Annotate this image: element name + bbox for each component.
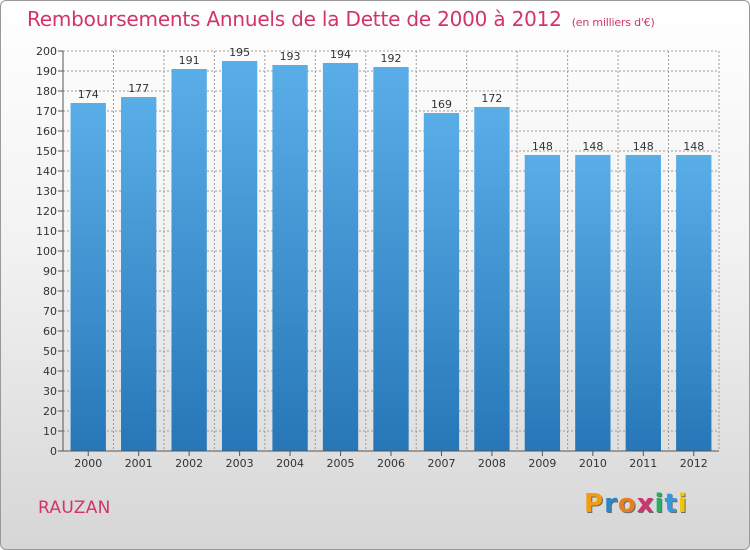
x-tick-label: 2003 bbox=[226, 457, 254, 470]
x-tick-label: 2005 bbox=[327, 457, 355, 470]
x-tick-label: 2008 bbox=[478, 457, 506, 470]
bar-value-label: 177 bbox=[128, 82, 149, 95]
title-text: Remboursements Annuels de la Dette de 20… bbox=[27, 7, 562, 31]
y-tick-label: 190 bbox=[36, 65, 57, 78]
bar bbox=[676, 155, 712, 451]
bar-value-label: 195 bbox=[229, 46, 250, 59]
logo-letter: o bbox=[617, 489, 637, 519]
commune-name: RAUZAN bbox=[38, 498, 111, 518]
y-tick-label: 30 bbox=[43, 385, 57, 398]
y-tick-label: 140 bbox=[36, 165, 57, 178]
y-tick-label: 200 bbox=[36, 45, 57, 58]
y-tick-label: 40 bbox=[43, 365, 57, 378]
bar bbox=[625, 155, 661, 451]
x-tick-label: 2004 bbox=[276, 457, 304, 470]
logo-letter: P bbox=[584, 489, 605, 519]
bars: 174 177 191 195 193 194 192 169 172 148 148 148 148 bbox=[70, 46, 712, 451]
unit-label: (en milliers d'€) bbox=[571, 16, 655, 29]
bar bbox=[322, 63, 359, 451]
bar bbox=[171, 69, 207, 451]
bar bbox=[524, 155, 561, 451]
y-tick-label: 150 bbox=[36, 145, 57, 158]
logo-letter: i bbox=[677, 489, 688, 519]
y-tick-label: 70 bbox=[43, 305, 57, 318]
bar bbox=[121, 97, 157, 451]
axes: 0 10 20 30 40 50 60 70 80 90 100 110 120 130 140 150 160… bbox=[36, 45, 719, 470]
x-tick-label: 2012 bbox=[680, 457, 708, 470]
bar-value-label: 192 bbox=[381, 52, 402, 65]
y-tick-label: 80 bbox=[43, 285, 57, 298]
x-tick-label: 2002 bbox=[175, 457, 203, 470]
y-tick-label: 160 bbox=[36, 125, 57, 138]
bar-value-label: 172 bbox=[481, 92, 502, 105]
x-tick-label: 2007 bbox=[427, 457, 455, 470]
bar bbox=[373, 67, 409, 451]
bar-value-label: 193 bbox=[280, 50, 301, 63]
logo-letter: x bbox=[636, 489, 655, 519]
bar-value-label: 148 bbox=[582, 140, 603, 153]
bar-value-label: 174 bbox=[78, 88, 99, 101]
logo-letter: r bbox=[604, 489, 618, 519]
y-tick-label: 130 bbox=[36, 185, 57, 198]
bar-value-label: 148 bbox=[683, 140, 704, 153]
x-tick-label: 2009 bbox=[528, 457, 556, 470]
bar bbox=[575, 155, 611, 451]
x-tick-label: 2001 bbox=[125, 457, 153, 470]
x-tick-label: 2011 bbox=[629, 457, 657, 470]
x-tick-label: 2010 bbox=[579, 457, 607, 470]
bar-value-label: 191 bbox=[179, 54, 200, 67]
y-tick-label: 110 bbox=[36, 225, 57, 238]
logo-letter: i bbox=[654, 489, 665, 519]
y-tick-label: 10 bbox=[43, 425, 57, 438]
y-tick-label: 60 bbox=[43, 325, 57, 338]
bar bbox=[70, 103, 106, 451]
y-tick-label: 50 bbox=[43, 345, 57, 358]
x-tick-label: 2006 bbox=[377, 457, 405, 470]
bar bbox=[423, 113, 460, 451]
y-tick-label: 120 bbox=[36, 205, 57, 218]
x-tick-label: 2000 bbox=[74, 457, 102, 470]
chart-title: Remboursements Annuels de la Dette de 20… bbox=[27, 7, 655, 31]
logo-letter: t bbox=[664, 489, 678, 519]
y-tick-label: 0 bbox=[50, 445, 57, 458]
bar-value-label: 169 bbox=[431, 98, 452, 111]
proxiti-logo: Proxiti bbox=[584, 489, 688, 519]
y-tick-label: 20 bbox=[43, 405, 57, 418]
y-tick-label: 170 bbox=[36, 105, 57, 118]
bar bbox=[272, 65, 308, 451]
y-tick-label: 100 bbox=[36, 245, 57, 258]
bar bbox=[474, 107, 510, 451]
bar bbox=[221, 61, 258, 451]
bar-value-label: 194 bbox=[330, 48, 351, 61]
bar-value-label: 148 bbox=[633, 140, 654, 153]
y-tick-label: 180 bbox=[36, 85, 57, 98]
y-tick-label: 90 bbox=[43, 265, 57, 278]
bar-value-label: 148 bbox=[532, 140, 553, 153]
